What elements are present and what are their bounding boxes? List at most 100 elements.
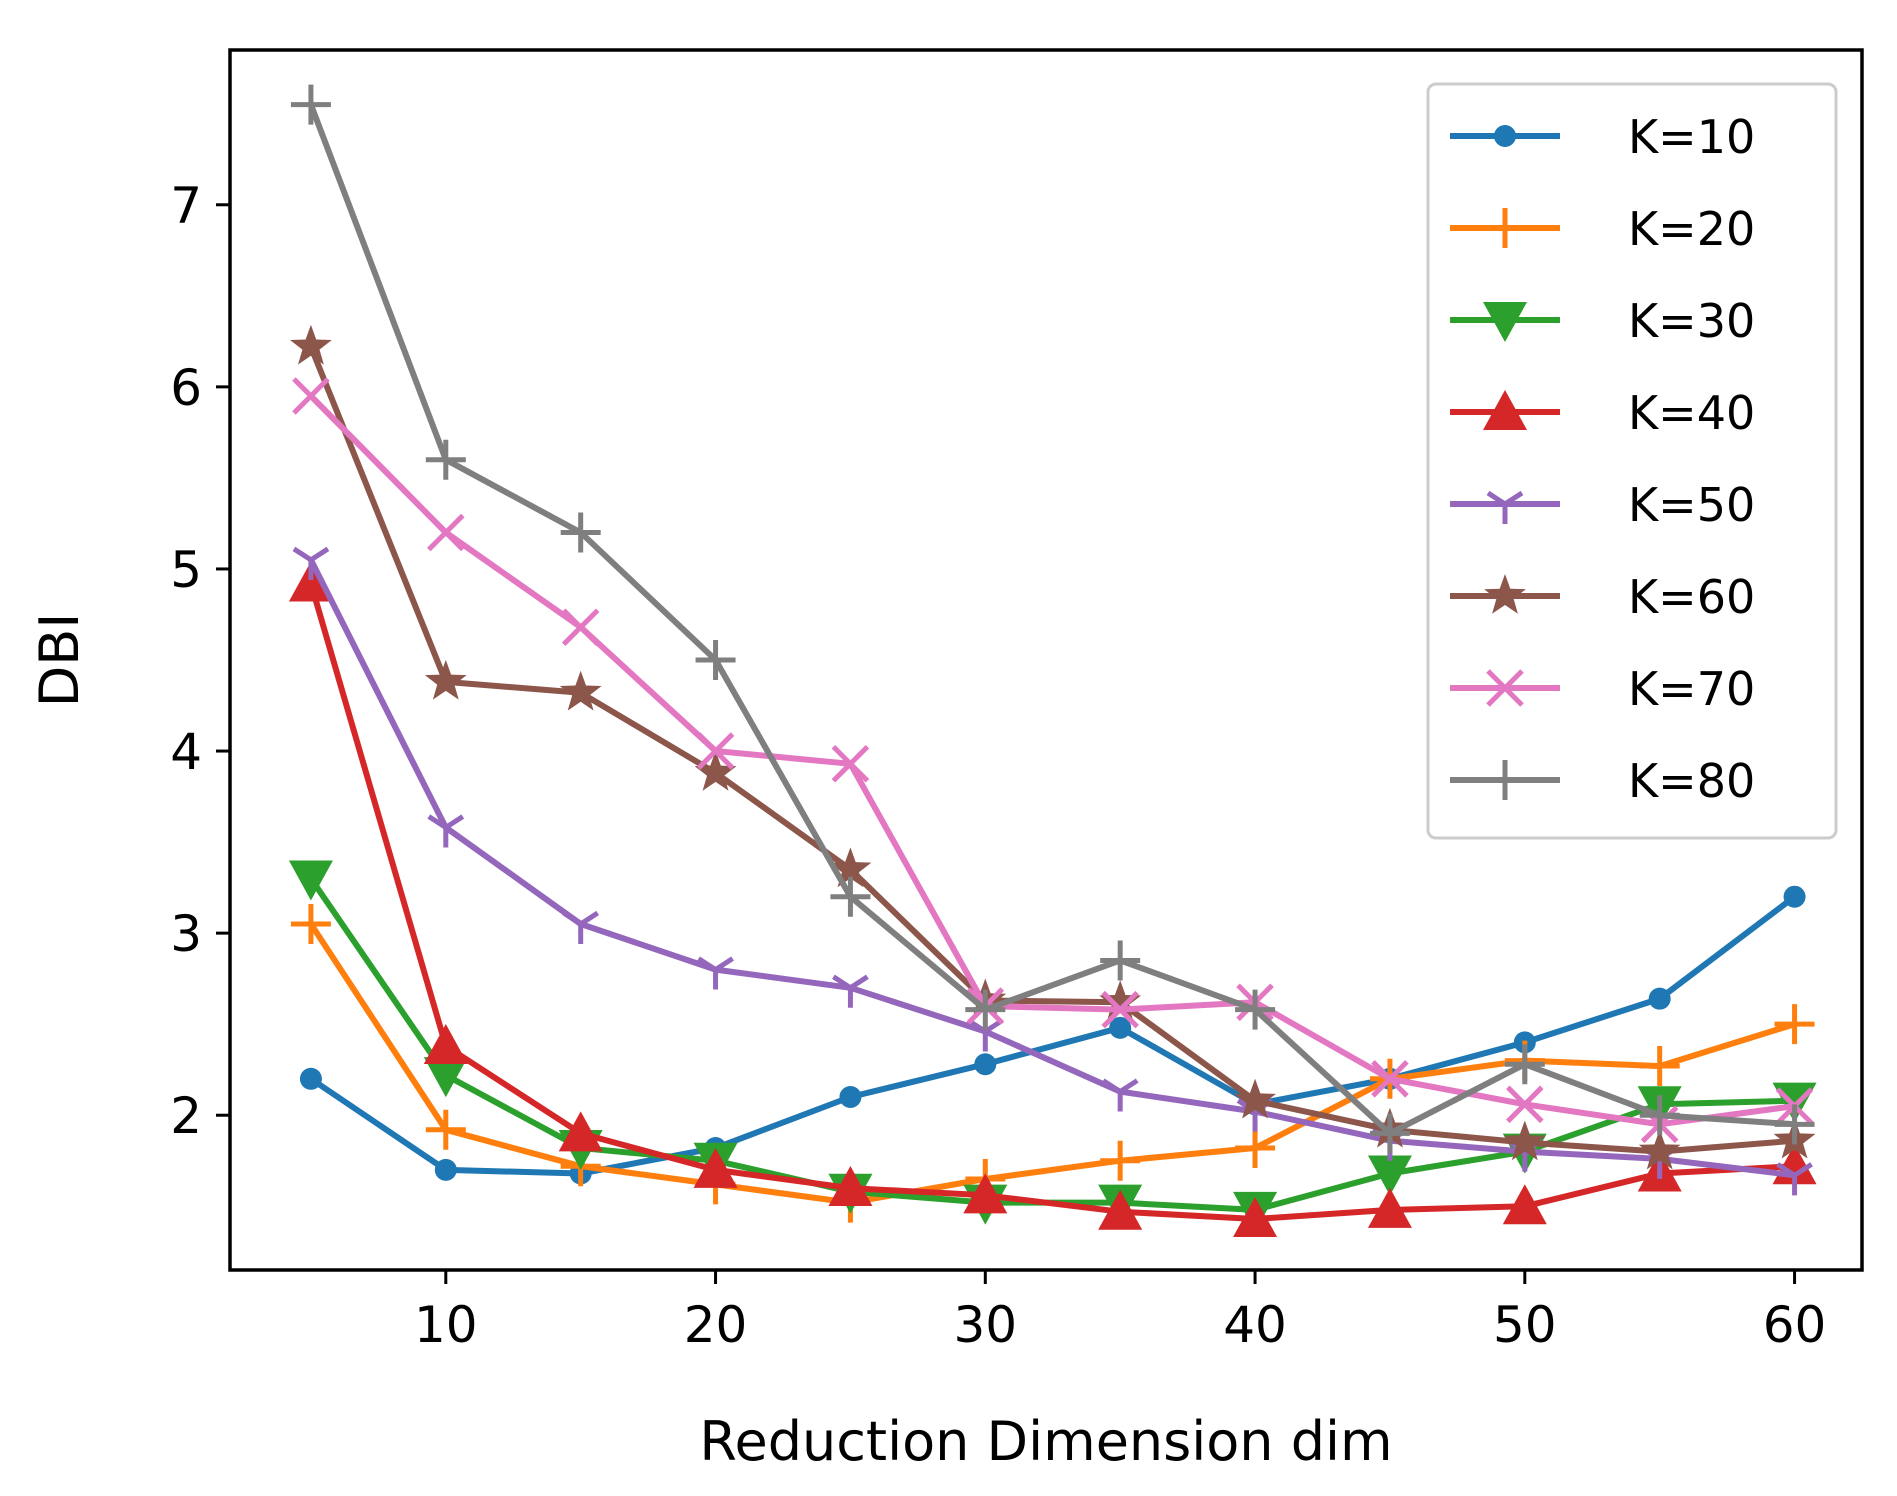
y-axis-label: DBI (28, 613, 91, 708)
data-point (559, 670, 602, 711)
data-point (1504, 1044, 1545, 1085)
data-point (1101, 1078, 1139, 1112)
data-point (1783, 885, 1806, 908)
legend-entry: K=40 (1450, 386, 1755, 440)
series-line (309, 894, 1797, 1177)
legend-label: K=70 (1628, 662, 1755, 716)
data-point (1774, 1104, 1815, 1145)
legend-entry: K=70 (1450, 662, 1755, 716)
legend-marker (1483, 390, 1527, 430)
data-point (1503, 1120, 1546, 1161)
data-point (288, 561, 333, 602)
x-tick-label: 20 (684, 1296, 748, 1354)
data-point (1234, 1078, 1276, 1119)
data-point (831, 745, 870, 783)
data-point (290, 904, 331, 945)
data-point (696, 732, 735, 770)
data-point (1502, 1184, 1547, 1225)
data-point (828, 1166, 873, 1207)
series-line (308, 103, 1795, 1137)
data-point (427, 513, 465, 552)
series-k-10 (299, 885, 1806, 1185)
data-point (560, 512, 601, 553)
data-point (1100, 1140, 1141, 1181)
legend-label: K=20 (1628, 202, 1755, 256)
data-point (1109, 1016, 1132, 1039)
data-point (963, 1173, 1008, 1214)
series-k-50 (292, 546, 1813, 1196)
data-point (839, 1086, 862, 1109)
data-point (425, 439, 466, 480)
data-point (1369, 1113, 1410, 1154)
data-point (558, 1111, 603, 1152)
y-tick-label: 5 (170, 541, 202, 599)
data-point (1367, 1155, 1412, 1196)
plot-frame (228, 48, 1864, 1272)
data-point (694, 750, 737, 791)
y-tick-label: 2 (170, 1087, 202, 1145)
data-point (1506, 1085, 1544, 1124)
series-line (308, 922, 1796, 1206)
data-point (290, 324, 332, 365)
data-point (1098, 1189, 1143, 1230)
legend-label: K=80 (1628, 754, 1755, 808)
y-tick-label: 7 (170, 177, 202, 235)
series-layer (288, 84, 1817, 1238)
legend-entry: K=60 (1450, 570, 1755, 624)
data-point (292, 377, 330, 415)
legend-marker (1494, 125, 1516, 147)
data-point (561, 608, 600, 646)
data-point (299, 1067, 322, 1090)
x-tick-label: 40 (1223, 1296, 1287, 1354)
data-point (1101, 990, 1139, 1029)
legend-marker (1485, 208, 1525, 248)
data-point (965, 989, 1006, 1030)
legend-label: K=60 (1628, 570, 1755, 624)
x-axis-label: Reduction Dimension dim (699, 1410, 1392, 1473)
data-point (562, 910, 600, 945)
series-line (308, 582, 1795, 1222)
legend-label: K=40 (1628, 386, 1755, 440)
legend: K=10 K=20 K=30 K=40 K=50 K=60 K=70 K=80 (1426, 82, 1838, 840)
y-tick-label: 6 (170, 359, 202, 417)
x-tick-label: 10 (414, 1296, 478, 1354)
data-point (1367, 1187, 1412, 1228)
data-point (290, 84, 331, 125)
data-point (1776, 1162, 1813, 1196)
legend-label: K=50 (1628, 478, 1755, 532)
data-point (288, 860, 333, 901)
data-point (423, 1057, 468, 1098)
data-point (697, 956, 734, 990)
x-tick-label: 60 (1763, 1296, 1827, 1354)
legend-label: K=10 (1628, 110, 1755, 164)
legend-entry: K=80 (1450, 754, 1755, 808)
data-point (1371, 1060, 1409, 1098)
x-tick-label: 50 (1493, 1296, 1557, 1354)
legend-marker (1486, 669, 1524, 707)
y-tick-label: 3 (170, 905, 202, 963)
data-point (1648, 987, 1671, 1010)
series-k-80 (290, 84, 1815, 1154)
series-line (308, 393, 1796, 1128)
data-point (1100, 940, 1141, 981)
legend-frame (1426, 82, 1838, 840)
series-line (308, 558, 1795, 1179)
legend-marker (1486, 490, 1524, 524)
legend-entry: K=30 (1450, 294, 1755, 348)
legend-entry: K=20 (1450, 202, 1755, 256)
data-point (1235, 989, 1276, 1030)
data-point (1099, 980, 1142, 1021)
data-point (693, 1147, 738, 1188)
legend-marker (1483, 302, 1527, 342)
x-tick-label: 30 (953, 1296, 1017, 1354)
data-point (1774, 1004, 1815, 1045)
y-tick-label: 4 (170, 723, 202, 781)
legend-marker (1485, 760, 1525, 800)
data-point (292, 546, 330, 580)
data-point (434, 1158, 457, 1181)
y-axis-ticks: 2 3 4 5 6 7 (170, 177, 230, 1145)
legend-entry: K=10 (1450, 110, 1755, 164)
x-axis-ticks: 10 20 30 40 50 60 (414, 1270, 1826, 1354)
data-point (1639, 1095, 1680, 1136)
